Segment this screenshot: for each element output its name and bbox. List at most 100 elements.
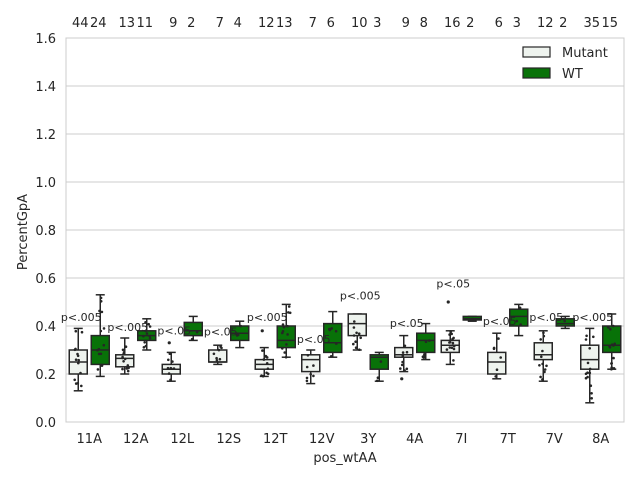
strip-point bbox=[265, 362, 269, 365]
strip-point bbox=[125, 367, 129, 370]
strip-point bbox=[281, 323, 285, 326]
p-value-label: p<.005 bbox=[340, 290, 381, 303]
strip-point bbox=[473, 318, 477, 322]
y-tick-label: 1.2 bbox=[35, 128, 56, 143]
strip-point bbox=[449, 330, 453, 334]
y-tick-label: 0.6 bbox=[35, 272, 56, 287]
strip-point bbox=[239, 324, 242, 328]
p-value-label: p<.005 bbox=[61, 311, 102, 324]
strip-point bbox=[399, 367, 402, 370]
strip-point bbox=[76, 382, 80, 385]
box-wt-3Y bbox=[369, 351, 389, 382]
x-tick-label: 7I bbox=[455, 432, 467, 447]
strip-point bbox=[167, 358, 170, 362]
strip-point bbox=[215, 359, 219, 362]
strip-point bbox=[541, 378, 544, 381]
strip-point bbox=[400, 363, 404, 367]
strip-point bbox=[428, 339, 431, 342]
x-tick-label: 12S bbox=[216, 432, 241, 447]
strip-point bbox=[405, 367, 409, 371]
flier-point bbox=[400, 377, 404, 381]
data-points bbox=[73, 296, 616, 400]
strip-point bbox=[73, 378, 76, 382]
strip-point bbox=[590, 397, 593, 400]
strip-point bbox=[376, 376, 380, 380]
strip-point bbox=[543, 370, 546, 374]
sample-count: 13 bbox=[276, 16, 293, 31]
strip-point bbox=[375, 379, 379, 383]
strip-point bbox=[492, 346, 496, 350]
strip-point bbox=[121, 367, 124, 371]
strip-point bbox=[519, 323, 522, 326]
strip-point bbox=[452, 347, 456, 351]
legend-label-wt: WT bbox=[562, 67, 583, 82]
strip-point bbox=[330, 327, 334, 330]
strip-point bbox=[448, 333, 451, 336]
strip-point bbox=[143, 341, 146, 344]
sample-count: 44 bbox=[72, 16, 89, 31]
sample-count: 2 bbox=[187, 16, 195, 31]
strip-point bbox=[282, 325, 286, 329]
strip-point bbox=[306, 354, 310, 357]
strip-point bbox=[79, 371, 82, 375]
strip-point bbox=[424, 340, 428, 344]
box-mutant-7T bbox=[487, 332, 507, 380]
x-axis-label: pos_wtAA bbox=[313, 451, 376, 466]
strip-point bbox=[285, 343, 288, 346]
strip-point bbox=[543, 368, 547, 371]
p-value-label: p<.05 bbox=[529, 311, 563, 324]
strip-point bbox=[448, 346, 452, 349]
strip-point bbox=[305, 376, 309, 380]
strip-point bbox=[171, 360, 174, 363]
strip-point bbox=[122, 353, 125, 356]
strip-point bbox=[589, 384, 593, 388]
strip-point bbox=[586, 361, 590, 365]
strip-point bbox=[172, 367, 176, 370]
strip-point bbox=[539, 338, 542, 341]
strip-point bbox=[405, 350, 409, 354]
strip-point bbox=[98, 309, 101, 313]
strip-point bbox=[309, 372, 313, 376]
strip-point bbox=[144, 344, 148, 348]
strip-point bbox=[352, 342, 355, 346]
y-tick-label: 1.6 bbox=[35, 32, 56, 47]
strip-point bbox=[358, 348, 361, 352]
sample-count: 3 bbox=[373, 16, 381, 31]
strip-point bbox=[100, 364, 104, 367]
box-body bbox=[347, 313, 367, 337]
strip-point bbox=[451, 341, 455, 345]
strip-point bbox=[401, 351, 405, 354]
strip-point bbox=[379, 360, 383, 363]
legend-swatch-mutant bbox=[522, 46, 551, 58]
strip-point bbox=[102, 343, 106, 347]
x-tick-label: 12V bbox=[309, 432, 335, 447]
strip-point bbox=[452, 359, 455, 362]
strip-point bbox=[286, 333, 289, 336]
strip-point bbox=[495, 368, 499, 372]
strip-point bbox=[100, 310, 104, 314]
sample-count: 2 bbox=[466, 16, 474, 31]
strip-point bbox=[124, 345, 128, 349]
x-tick-label: 3Y bbox=[360, 432, 376, 447]
legend-swatch-wt bbox=[522, 67, 551, 79]
p-value-label: p<.05 bbox=[483, 315, 517, 328]
strip-point bbox=[145, 332, 149, 335]
strip-point bbox=[234, 332, 238, 335]
p-value-label: p<.005 bbox=[572, 311, 613, 324]
strip-point bbox=[608, 346, 612, 349]
strip-point bbox=[609, 327, 612, 331]
strip-point bbox=[144, 329, 148, 333]
sample-count: 7 bbox=[309, 16, 317, 31]
strip-point bbox=[539, 375, 542, 379]
sample-count: 6 bbox=[495, 16, 503, 31]
box-body bbox=[602, 325, 622, 354]
strip-point bbox=[217, 348, 221, 352]
p-value-label: p<.05 bbox=[157, 324, 191, 337]
strip-point bbox=[335, 342, 338, 345]
strip-point bbox=[144, 321, 147, 324]
strip-point bbox=[451, 337, 454, 341]
box-mutant-12T bbox=[254, 329, 274, 378]
strip-point bbox=[121, 355, 124, 359]
p-value-label: p<.005 bbox=[247, 311, 288, 324]
